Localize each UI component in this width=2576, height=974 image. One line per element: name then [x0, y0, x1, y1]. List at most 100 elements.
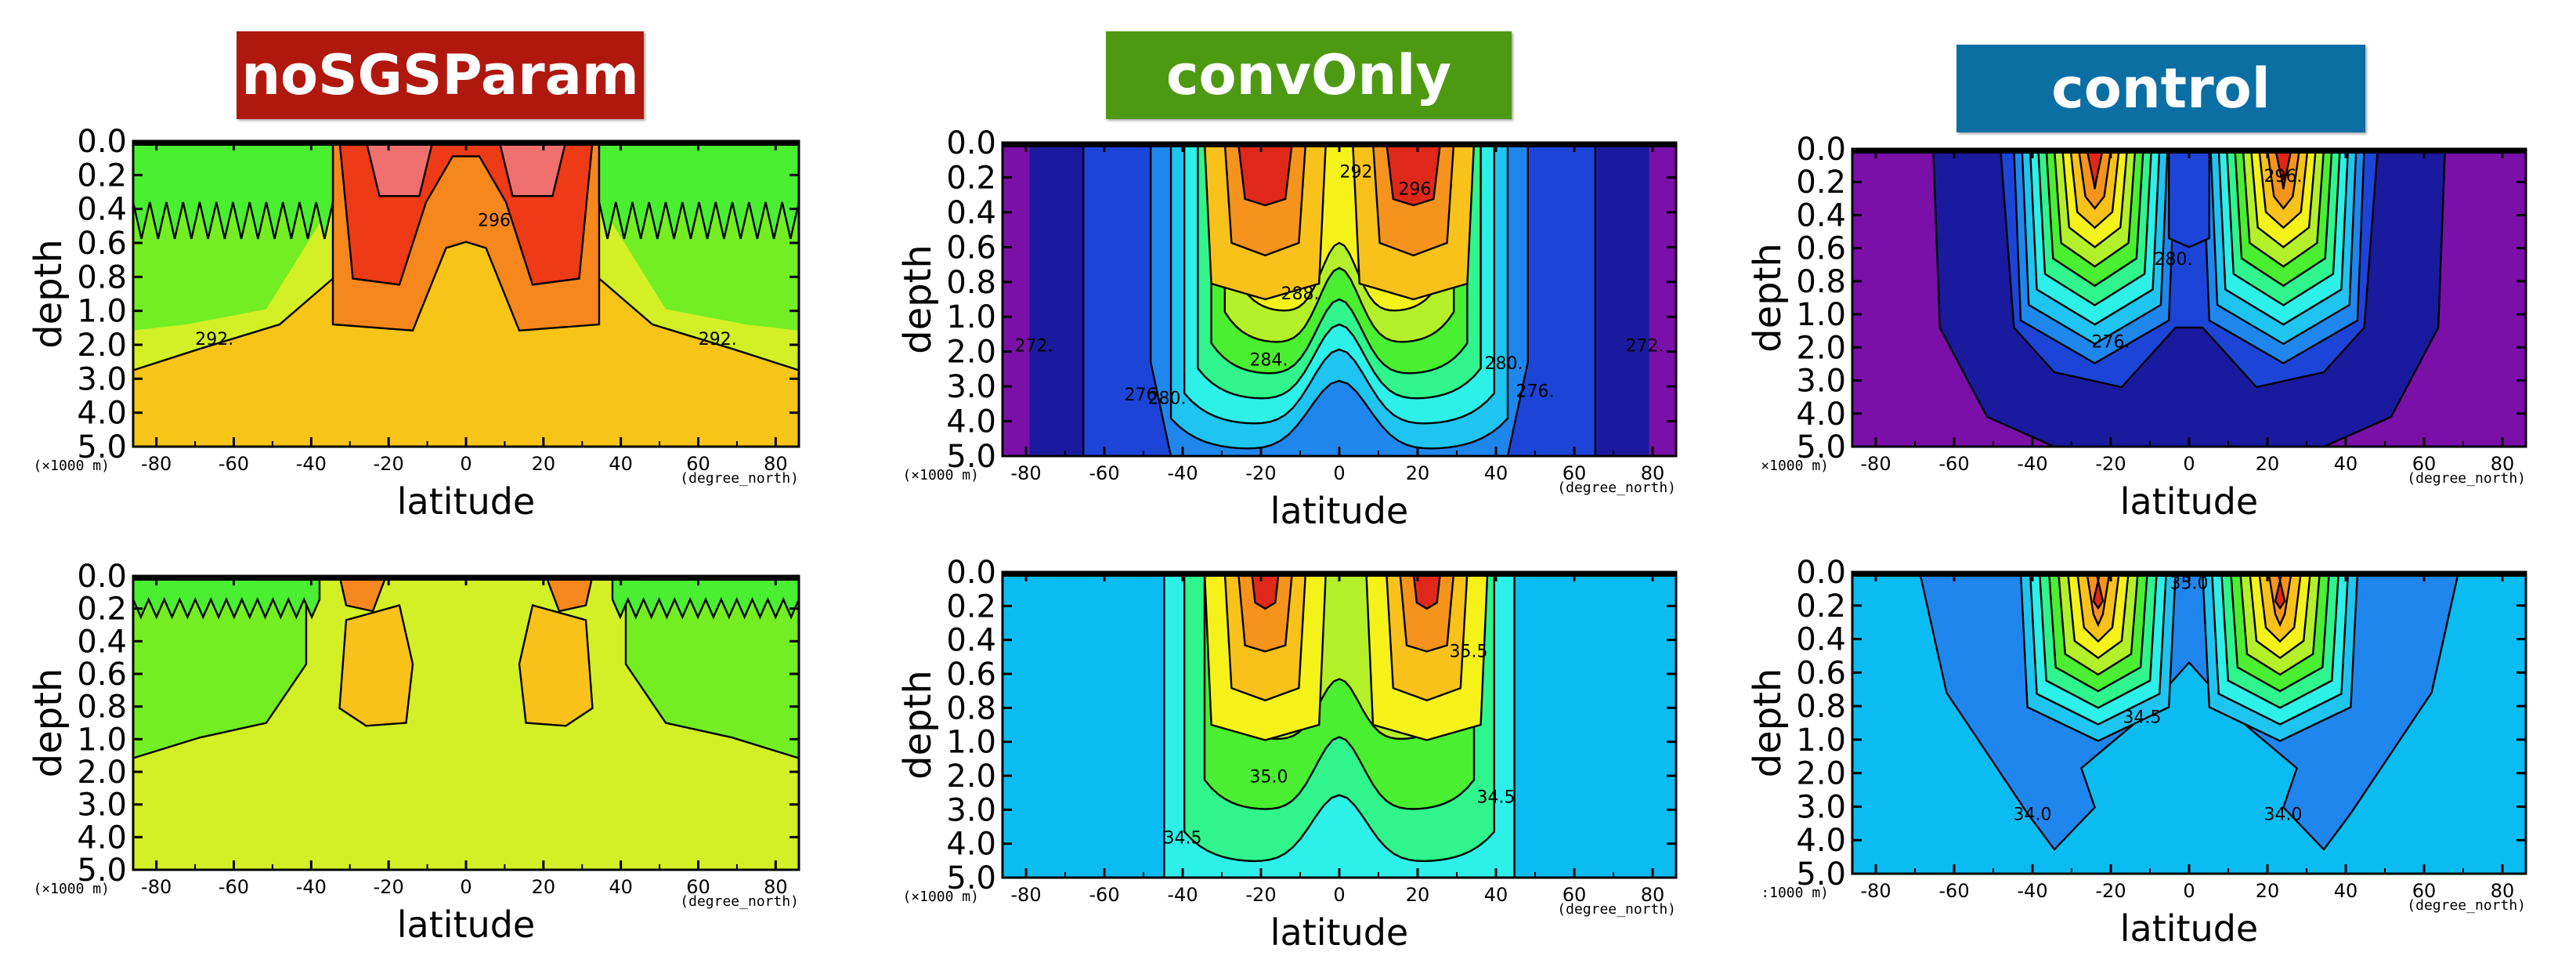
x-tick-label: -60: [1938, 453, 1969, 475]
x-tick-label: 0: [460, 453, 471, 475]
x-tick-label: -20: [2095, 453, 2126, 475]
contour-band: [2086, 149, 2105, 190]
contour-band: [133, 141, 334, 240]
x-tick-label: 20: [2256, 453, 2280, 475]
contour-label: 280.: [2155, 250, 2193, 270]
contour-label: 292.: [1340, 162, 1378, 182]
y-tick-label: 0.4: [1796, 197, 1846, 234]
contour-label: 35.0: [1250, 768, 1288, 788]
x-tick-label: 40: [1484, 462, 1508, 484]
y-tick-label: 2.0: [946, 335, 996, 371]
x-tick-label: -40: [1167, 462, 1198, 484]
panel-salt-control: 34.0 34.5 34.0 35.0 0.0 0.2 0.4 0.6 0.8 1.0 2.0 3.0…: [1746, 555, 2542, 950]
x-tick-label: -40: [1167, 884, 1198, 906]
x-tick-label: -40: [296, 453, 327, 475]
y-tick-label: 0.6: [1796, 231, 1846, 267]
y-tick-label: 0.8: [1796, 264, 1846, 300]
contour-label: 34.5: [1477, 788, 1516, 808]
y-tick-label: 1.0: [1796, 722, 1846, 759]
contour-label: 276.: [1125, 386, 1163, 405]
contour-band: [1412, 572, 1442, 610]
x-tick-label: -80: [141, 876, 172, 898]
x-tick-label: -20: [374, 453, 404, 475]
x-tick-label: 0: [1333, 462, 1345, 484]
contour-band: [1399, 572, 1455, 653]
x-tick-label: -60: [219, 876, 249, 898]
x-tick-label: 20: [532, 876, 556, 898]
x-unit-label: (degree_north): [1557, 901, 1676, 918]
contour-band: [2168, 149, 2210, 248]
x-tick-label: -20: [374, 876, 404, 898]
contour-label: 296.: [1399, 180, 1437, 200]
x-tick-label: -80: [1860, 880, 1891, 902]
contour-band: [2092, 572, 2105, 610]
y-unit-label: (×1000 m): [33, 881, 110, 897]
x-tick-label: -40: [2017, 453, 2047, 475]
y-tick-label: 0.2: [77, 592, 127, 628]
contour-label: 296.: [2264, 167, 2303, 186]
x-tick-label: -60: [1089, 462, 1119, 484]
contour-label: 276.: [2092, 332, 2130, 352]
chart-svg: 0.00.20.40.60.81.02.03.04.05.0 depth -80 -6…: [27, 559, 800, 946]
y-tick-label: 3.0: [77, 788, 127, 824]
y-tick-label: 0.4: [77, 624, 127, 660]
y-tick-label: 3.0: [946, 792, 996, 828]
y-tick-label: 5.0: [77, 853, 127, 889]
contour-band: [365, 141, 434, 197]
y-tick-label: 0.4: [946, 195, 996, 231]
contour-band: [624, 576, 799, 759]
y-tick-label: 0.2: [77, 158, 127, 194]
x-tick-label: -40: [2017, 880, 2047, 902]
y-tick-label: 0.6: [77, 657, 127, 693]
x-axis-label: latitude: [1270, 490, 1408, 532]
x-unit-label: (degree_north): [2407, 897, 2526, 914]
y-tick-label: 0.0: [1796, 132, 1846, 168]
x-axis-label: latitude: [397, 480, 535, 523]
x-tick-label: 0: [1333, 884, 1345, 906]
y-tick-label: 3.0: [946, 369, 996, 405]
contour-band: [498, 141, 567, 197]
y-tick-label: 0.0: [77, 559, 127, 595]
contour-label: 276.: [1516, 382, 1555, 401]
x-tick-label: -60: [1938, 880, 1969, 902]
contour-label: 34.0: [2264, 806, 2303, 825]
x-unit-label: (degree_north): [2407, 470, 2526, 487]
contour-label: 272.: [1626, 337, 1664, 357]
y-tick-label: 1.0: [1796, 297, 1846, 333]
contour-field: [133, 576, 799, 870]
y-tick-label: 0.2: [946, 160, 996, 196]
x-tick-label: -40: [296, 876, 327, 898]
x-tick-label: -20: [2095, 880, 2126, 902]
y-tick-label: 0.4: [1796, 622, 1846, 658]
x-tick-label: 0: [2183, 453, 2195, 475]
contour-label: 292.: [195, 330, 233, 349]
y-tick-label: 0.8: [77, 259, 127, 295]
panel-salt-noSGSParam: 0.0 0.2 0.4 0.6 0.8 1.0 2.0 3.0 4.0 5.0 depth -80 -6…: [27, 559, 815, 946]
x-tick-label: 80: [2491, 453, 2515, 475]
contour-label: 34.5: [1164, 829, 1202, 849]
x-axis-label: latitude: [2120, 480, 2258, 523]
y-tick-label: 5.0: [1796, 856, 1846, 893]
y-tick-label: 5.0: [946, 439, 996, 475]
y-tick-label: 0.0: [946, 125, 996, 161]
x-tick-label: 80: [2491, 880, 2515, 902]
y-tick-label: 0.0: [77, 124, 127, 160]
y-axis-label: depth: [896, 244, 940, 354]
contour-band: [1250, 572, 1280, 610]
x-tick-label: 60: [2412, 453, 2437, 475]
y-tick-label: 0.4: [946, 623, 996, 659]
y-tick-label: 5.0: [1796, 429, 1846, 465]
y-axis-label: depth: [27, 668, 70, 778]
x-tick-label: 40: [609, 876, 633, 898]
chart-svg: 34.034.534.035.00.00.20.40.60.81.02.03.0…: [1746, 555, 2527, 950]
y-tick-label: 4.0: [77, 820, 127, 856]
contour-label: 35.5: [1450, 642, 1488, 661]
y-tick-label: 0.8: [946, 690, 996, 726]
contour-label: 296.: [478, 211, 516, 230]
contour-band: [338, 604, 414, 727]
x-tick-label: 80: [1641, 884, 1665, 906]
panel-salt-convOnly: 34.5 35.0 34.5 35.5 0.0 0.2 0.4 0.6 0.8 1.0 2.0 3.0…: [896, 555, 1692, 954]
y-tick-label: 2.0: [77, 328, 127, 364]
y-tick-label: 3.0: [77, 361, 127, 397]
y-tick-label: 0.0: [946, 555, 996, 591]
